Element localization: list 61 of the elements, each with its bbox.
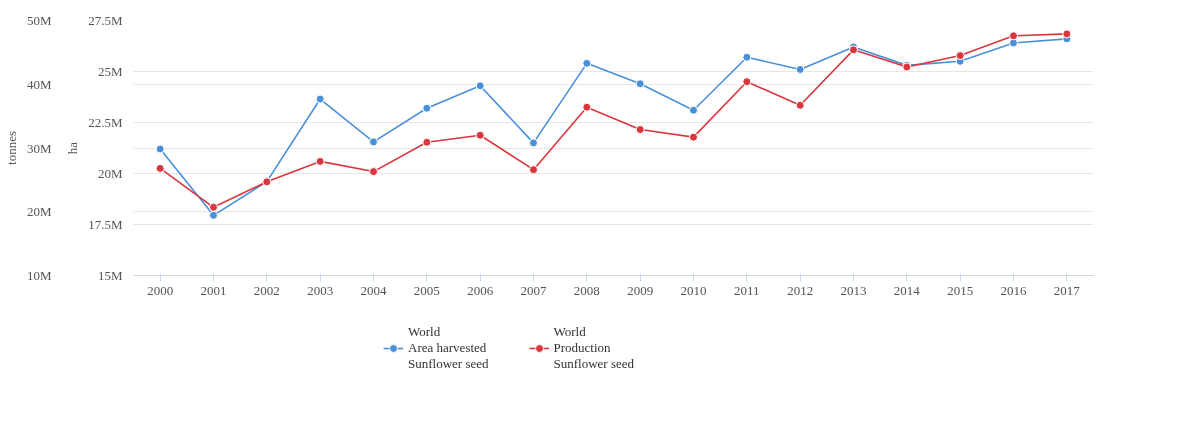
x-tick-label: 2003 <box>307 282 334 298</box>
point <box>795 64 805 74</box>
x-tick-label: 2011 <box>734 282 760 298</box>
y-axis-title: ha <box>65 141 81 155</box>
point <box>422 137 432 147</box>
point <box>529 138 538 148</box>
point <box>1009 31 1018 41</box>
x-tick-label: 2009 <box>627 282 654 298</box>
point <box>635 125 645 134</box>
legend-label: World Production Sunflower seed <box>553 324 635 372</box>
point <box>475 130 485 140</box>
y2-axis-title: tonnes <box>3 131 19 165</box>
x-tick-label: 2002 <box>253 282 280 298</box>
point <box>1062 29 1072 39</box>
x-tick-label: 2013 <box>840 282 867 298</box>
x-tick-label: 2000 <box>147 282 174 298</box>
point <box>422 103 432 113</box>
x-tick-label: 2005 <box>413 282 440 298</box>
point <box>315 94 325 104</box>
point <box>155 144 165 154</box>
legend-label: World Area harvested Sunflower seed <box>408 324 489 372</box>
point <box>955 51 965 61</box>
point <box>582 58 592 68</box>
x-tick-label: 2008 <box>573 282 600 298</box>
y-tick-label: 20M <box>97 166 123 181</box>
x-tick-label: 2010 <box>680 282 707 298</box>
point <box>635 79 645 89</box>
y2-tick-label: 40M <box>26 76 52 92</box>
y2-tick-label: 20M <box>26 204 52 220</box>
x-tick-label: 2017 <box>1053 282 1081 298</box>
point <box>475 81 485 91</box>
y2-tick-label: 10M <box>26 268 52 283</box>
point <box>369 167 378 177</box>
y-tick-label: 27.5M <box>88 13 123 28</box>
x-tick-label: 2007 <box>520 282 547 298</box>
y-tick-label: 17.5M <box>88 217 123 232</box>
point <box>209 202 218 212</box>
point <box>742 52 752 62</box>
point <box>689 105 698 115</box>
y-tick-label: 22.5M <box>88 115 123 130</box>
y2-tick-label: 30M <box>26 140 52 156</box>
x-tick-label: 2006 <box>467 282 494 298</box>
x-tick-label: 2004 <box>360 282 387 298</box>
point <box>1009 38 1018 48</box>
x-tick-label: 2012 <box>787 282 814 298</box>
point <box>315 156 325 166</box>
point <box>689 132 698 142</box>
x-tick-label: 2001 <box>200 282 227 298</box>
y-tick-label: 25M <box>97 64 123 79</box>
x-tick-label: 2014 <box>893 282 921 298</box>
point <box>155 163 165 173</box>
point <box>209 210 218 220</box>
point <box>742 77 752 87</box>
point <box>529 165 538 175</box>
point <box>582 102 592 112</box>
point <box>795 100 805 110</box>
x-tick-label: 2015 <box>947 282 974 298</box>
y2-tick-label: 50M <box>26 13 52 28</box>
point <box>369 137 378 147</box>
y-tick-label: 15M <box>97 268 123 283</box>
x-tick-label: 2016 <box>1000 282 1027 298</box>
